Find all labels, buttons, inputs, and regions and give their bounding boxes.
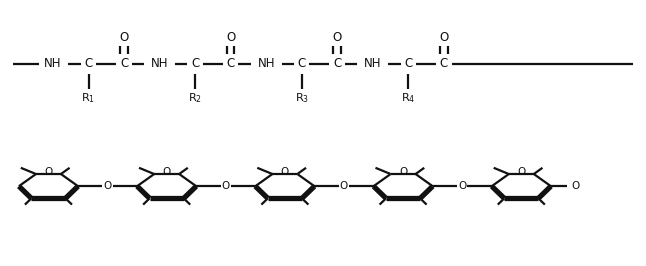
Text: O: O <box>226 31 235 44</box>
Text: O: O <box>517 167 525 177</box>
Text: O: O <box>439 31 448 44</box>
Text: R$_2$: R$_2$ <box>188 92 202 105</box>
Text: O: O <box>333 31 342 44</box>
Text: C: C <box>85 57 92 70</box>
Text: C: C <box>333 57 341 70</box>
Text: O: O <box>103 181 112 191</box>
Text: O: O <box>399 167 407 177</box>
Text: O: O <box>120 31 129 44</box>
Text: NH: NH <box>364 57 382 70</box>
Text: NH: NH <box>44 57 62 70</box>
Text: C: C <box>120 57 128 70</box>
Text: O: O <box>340 181 348 191</box>
Text: O: O <box>163 167 171 177</box>
Text: C: C <box>298 57 306 70</box>
Text: NH: NH <box>151 57 169 70</box>
Text: O: O <box>458 181 466 191</box>
Text: O: O <box>572 181 580 191</box>
Text: NH: NH <box>257 57 275 70</box>
Text: O: O <box>222 181 230 191</box>
Text: R$_3$: R$_3$ <box>295 92 309 105</box>
Text: C: C <box>440 57 448 70</box>
Text: O: O <box>281 167 289 177</box>
Text: R$_4$: R$_4$ <box>401 92 415 105</box>
Text: O: O <box>45 167 52 177</box>
Text: C: C <box>404 57 412 70</box>
Text: C: C <box>227 57 234 70</box>
Text: R$_1$: R$_1$ <box>81 92 96 105</box>
Text: C: C <box>191 57 199 70</box>
